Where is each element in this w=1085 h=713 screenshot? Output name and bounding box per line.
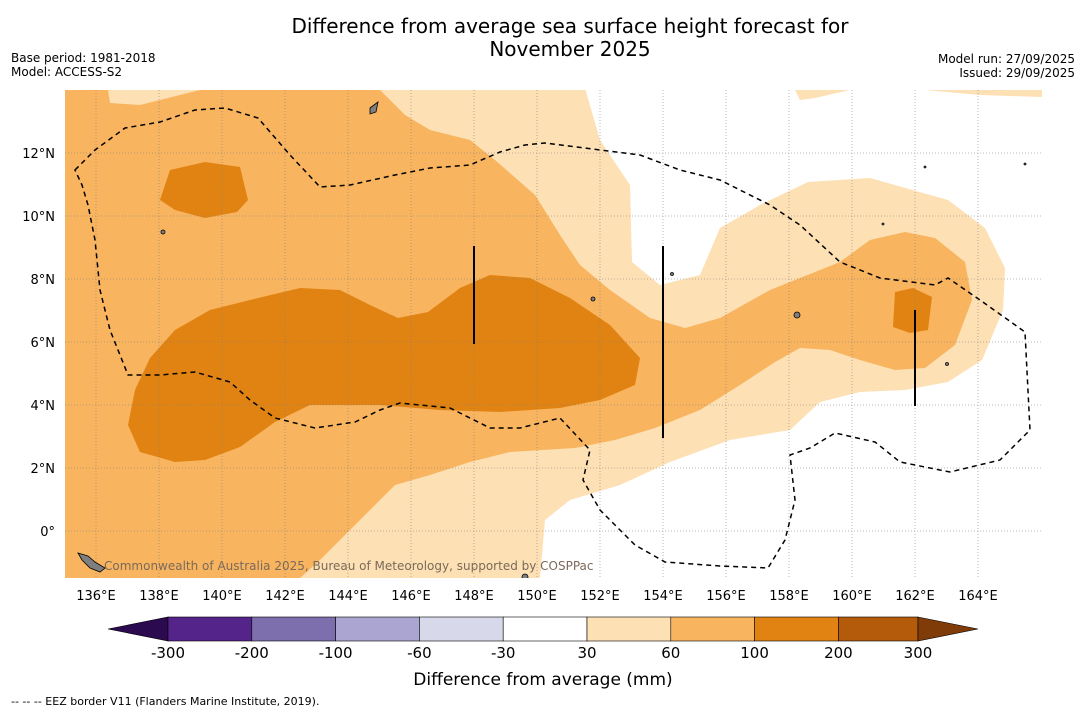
islands [77, 101, 1027, 578]
lon-label: 150°E [517, 589, 557, 604]
lon-label: 162°E [895, 589, 935, 604]
lat-label: 0° [40, 525, 55, 540]
colorbar-tick: -30 [491, 644, 516, 662]
lon-label: 136°E [76, 589, 116, 604]
base-period: Base period: 1981-2018 [11, 51, 156, 65]
map-area [65, 90, 1042, 578]
eez-footnote: -- -- -- EEZ border V11 (Flanders Marine… [11, 695, 320, 708]
eez-border [74, 107, 1031, 569]
colorbar-below-min [107, 616, 169, 642]
colorbar-seg [754, 616, 839, 642]
meta-right: Model run: 27/09/2025 Issued: 29/09/2025 [938, 52, 1075, 80]
lon-label: 164°E [958, 589, 998, 604]
colorbar-seg [335, 616, 420, 642]
lon-label: 154°E [643, 589, 683, 604]
title-line-2: November 2025 [489, 37, 651, 61]
lat-label: 2°N [31, 462, 56, 477]
anomaly-100-200-main [128, 275, 640, 462]
longitude-labels: 136°E 138°E 140°E 142°E 144°E 146°E 148°… [76, 589, 998, 604]
lon-label: 144°E [328, 589, 368, 604]
colorbar-tick: 200 [824, 644, 853, 662]
anomaly-30-60-top-right [795, 90, 850, 100]
lon-label: 140°E [202, 589, 242, 604]
colorbar-seg [251, 616, 336, 642]
colorbar-tick: 30 [577, 644, 596, 662]
colorbar-tick: 300 [904, 644, 933, 662]
meta-left: Base period: 1981-2018 Model: ACCESS-S2 [11, 51, 156, 79]
anomaly-100-200-east [893, 288, 932, 333]
chart-title: Difference from average sea surface heig… [0, 15, 1085, 61]
latitude-labels: 12°N 10°N 8°N 6°N 4°N 2°N 0° [22, 147, 55, 540]
lon-label: 156°E [706, 589, 746, 604]
colorbar-seg [670, 616, 755, 642]
colorbar-tick: -300 [151, 644, 185, 662]
colorbar-seg [419, 616, 504, 642]
lon-label: 148°E [454, 589, 494, 604]
colorbar-seg [586, 616, 672, 642]
colorbar-tick: 60 [661, 644, 680, 662]
colorbar-tick: -200 [235, 644, 269, 662]
colorbar-above-max [917, 616, 979, 642]
colorbar-tick: -100 [319, 644, 353, 662]
copyright-text: Commonwealth of Australia 2025, Bureau o… [104, 559, 594, 573]
lon-label: 152°E [580, 589, 620, 604]
lon-label: 160°E [832, 589, 872, 604]
model-name: Model: ACCESS-S2 [11, 65, 123, 79]
model-run: Model run: 27/09/2025 [937, 52, 1075, 66]
lon-label: 142°E [265, 589, 305, 604]
colorbar-ticks: -300 -200 -100 -60 -30 30 60 100 200 300 [151, 644, 932, 662]
colorbar-seg [838, 616, 919, 642]
issued-date: Issued: 29/09/2025 [959, 66, 1075, 80]
lat-label: 10°N [22, 210, 55, 225]
lat-label: 6°N [31, 336, 56, 351]
colorbar-tick: 100 [740, 644, 769, 662]
colorbar-seg [502, 616, 588, 642]
colorbar-tick: -60 [407, 644, 432, 662]
colorbar-title: Difference from average (mm) [413, 670, 672, 690]
title-line-1: Difference from average sea surface heig… [291, 14, 849, 38]
anomaly-100-200-north [160, 162, 248, 218]
lat-label: 8°N [31, 273, 56, 288]
anomaly-30-60-top-right-2 [925, 90, 1042, 97]
lat-label: 12°N [22, 147, 55, 162]
lon-label: 158°E [769, 589, 809, 604]
colorbar [107, 616, 979, 642]
lon-label: 138°E [139, 589, 179, 604]
colorbar-seg [167, 616, 253, 642]
lon-label: 146°E [391, 589, 431, 604]
lat-label: 4°N [31, 399, 56, 414]
